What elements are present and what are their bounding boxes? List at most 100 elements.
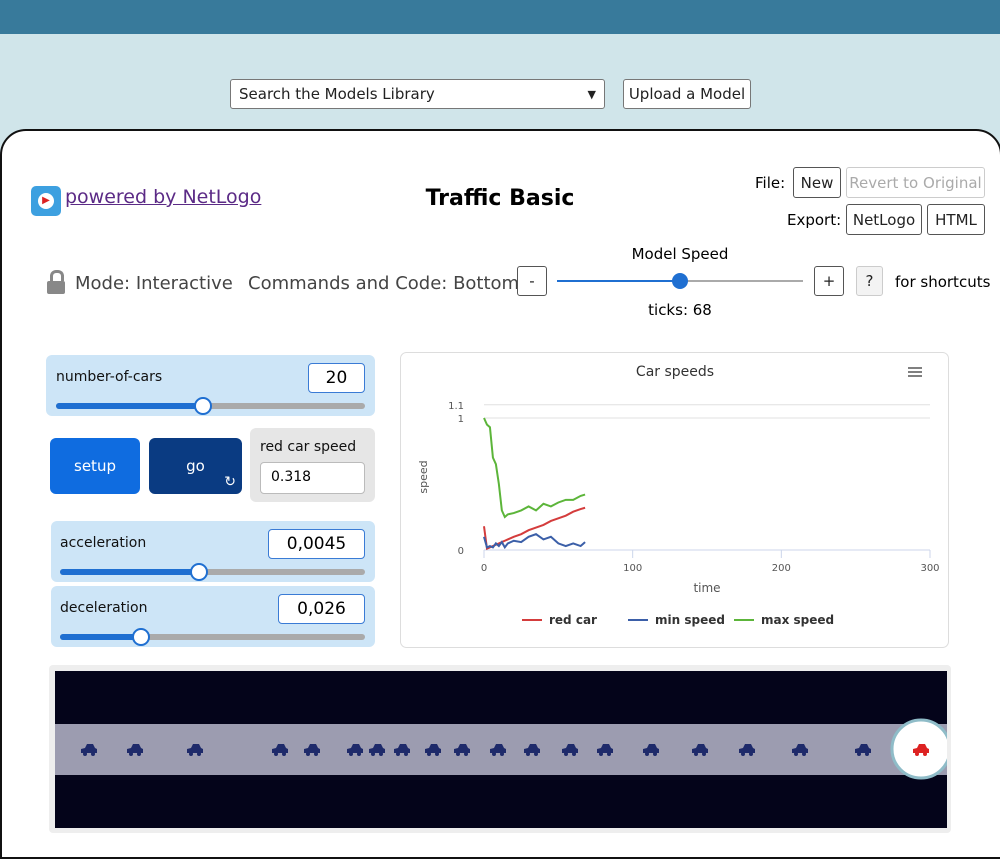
wheel	[794, 752, 798, 756]
slider-label: acceleration	[60, 535, 147, 551]
ticks-label: ticks: 68	[648, 301, 712, 319]
menu-icon[interactable]	[908, 367, 922, 377]
car	[425, 744, 441, 756]
wheel	[129, 752, 133, 756]
wheel	[464, 752, 468, 756]
car-body	[739, 744, 755, 753]
series-line	[483, 533, 586, 550]
wheel	[564, 752, 568, 756]
wheel	[379, 752, 383, 756]
model-title: Traffic Basic	[425, 186, 575, 211]
car-body	[597, 744, 613, 753]
car-body	[524, 744, 540, 753]
slider-knob[interactable]	[132, 628, 150, 646]
car-body	[913, 744, 929, 753]
plot: Car speeds speed time 0 1 1.1 0 100 200 300 red ca…	[400, 352, 949, 648]
slider-fill	[56, 403, 202, 409]
y-tick-label: 1	[458, 414, 464, 425]
car	[490, 744, 506, 756]
mode-text[interactable]: Mode: Interactive	[75, 273, 233, 294]
wheel	[653, 752, 657, 756]
car	[187, 744, 203, 756]
car	[597, 744, 613, 756]
slider-label: number-of-cars	[56, 369, 163, 385]
speed-minus[interactable]: -	[517, 266, 547, 296]
wheel	[396, 752, 400, 756]
car	[739, 744, 755, 756]
wheel	[492, 752, 496, 756]
go-button[interactable]: go ↻	[149, 438, 242, 494]
wheel	[857, 752, 861, 756]
x-tick-label: 100	[623, 563, 642, 574]
wheel	[915, 752, 919, 756]
search-select[interactable]: Search the Models Library ▼	[230, 79, 605, 109]
shortcuts-text: for shortcuts	[895, 273, 991, 291]
wheel	[865, 752, 869, 756]
commands-text[interactable]: Commands and Code: Bottom	[248, 273, 520, 294]
export-html[interactable]: HTML	[927, 204, 985, 235]
car-body	[347, 744, 363, 753]
lock-icon	[47, 270, 65, 294]
number-of-cars-slider: number-of-cars 20	[46, 355, 375, 416]
car	[692, 744, 708, 756]
slider-knob[interactable]	[190, 563, 208, 581]
y-tick-label: 0	[458, 546, 464, 557]
export-netlogo[interactable]: NetLogo	[846, 204, 922, 235]
new-button[interactable]: New	[793, 167, 841, 198]
export-label: Export:	[787, 211, 842, 229]
red-car	[913, 744, 929, 756]
wheel	[526, 752, 530, 756]
x-tick-label: 200	[772, 563, 791, 574]
wheel	[314, 752, 318, 756]
wheel	[435, 752, 439, 756]
speed-fill	[557, 280, 680, 282]
wheel	[83, 752, 87, 756]
file-label: File:	[755, 174, 786, 192]
wheel	[802, 752, 806, 756]
car	[524, 744, 540, 756]
wheel	[349, 752, 353, 756]
powered-link[interactable]: powered by NetLogo	[65, 186, 262, 208]
wheel	[500, 752, 504, 756]
wheel	[197, 752, 201, 756]
slider-track	[60, 634, 365, 640]
wheel	[274, 752, 278, 756]
wheel	[137, 752, 141, 756]
speed-knob[interactable]	[672, 273, 688, 289]
slider-fill	[60, 569, 198, 575]
plot-frame	[400, 352, 949, 648]
slider-label: deceleration	[60, 600, 148, 616]
wheel	[371, 752, 375, 756]
car	[127, 744, 143, 756]
car-body	[855, 744, 871, 753]
slider-value[interactable]: 0,0045	[268, 529, 365, 559]
wheel	[607, 752, 611, 756]
car-body	[394, 744, 410, 753]
upload-button[interactable]: Upload a Model	[623, 79, 751, 109]
car-body	[304, 744, 320, 753]
wheel	[749, 752, 753, 756]
slider-knob[interactable]	[194, 397, 212, 415]
car	[369, 744, 385, 756]
slider-value[interactable]: 0,026	[278, 594, 365, 624]
car	[394, 744, 410, 756]
deceleration-slider: deceleration 0,026	[51, 586, 375, 647]
car	[304, 744, 320, 756]
setup-button[interactable]: setup	[50, 438, 140, 494]
car	[272, 744, 288, 756]
red-car-monitor: red car speed 0.318	[250, 428, 375, 502]
revert-button[interactable]: Revert to Original	[846, 167, 985, 198]
legend-label: max speed	[761, 613, 834, 627]
slider-value[interactable]: 20	[308, 363, 365, 393]
car-body	[490, 744, 506, 753]
acceleration-slider: acceleration 0,0045	[51, 521, 375, 582]
speed-plus[interactable]: +	[814, 266, 844, 296]
car-body	[562, 744, 578, 753]
legend-label: red car	[549, 613, 597, 627]
car	[643, 744, 659, 756]
car	[855, 744, 871, 756]
go-text: go	[186, 457, 205, 475]
car-body	[81, 744, 97, 753]
help-button[interactable]: ?	[856, 266, 883, 296]
